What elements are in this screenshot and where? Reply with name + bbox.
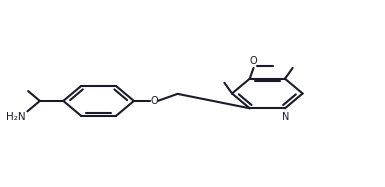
Text: O: O [150,96,157,106]
Text: N: N [282,112,290,122]
Text: O: O [250,56,257,66]
Text: H₂N: H₂N [6,112,26,122]
